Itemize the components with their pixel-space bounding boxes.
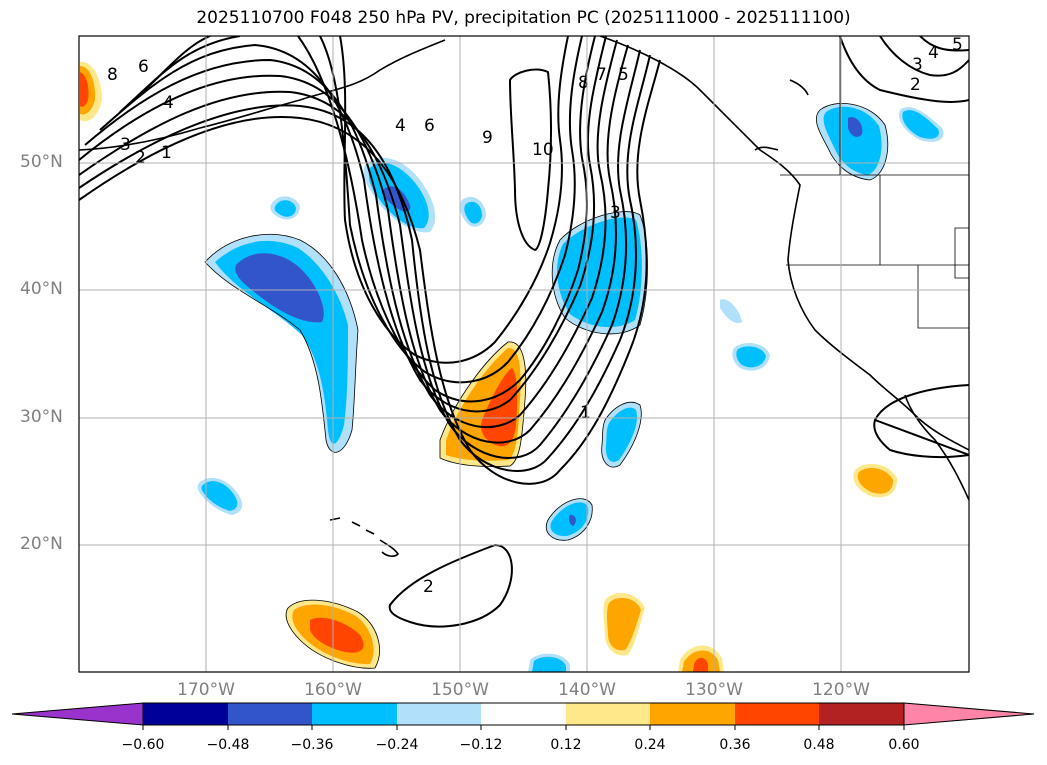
coastlines (79, 36, 969, 557)
contour-label: 10 (532, 140, 554, 160)
contour-label: 2 (423, 577, 434, 597)
contour-label: 4 (163, 93, 174, 113)
lat-label-40n: 40°N (20, 279, 63, 299)
contour-label: 8 (578, 73, 589, 93)
colorbar-tick-label: −0.48 (206, 737, 250, 753)
contour-label: 7 (596, 65, 607, 85)
colorbar-segment (819, 703, 904, 725)
lon-label-150w: 150°W (431, 680, 489, 700)
negative-precip-shading (197, 103, 944, 672)
contour-label: 4 (395, 116, 406, 136)
colorbar-tick-label: 0.12 (550, 737, 582, 753)
pv-contours (79, 36, 969, 628)
contour-label: 6 (138, 57, 149, 77)
contour-label: 8 (107, 65, 118, 85)
colorbar (11, 702, 1035, 730)
colorbar-tick-label: −0.12 (459, 737, 503, 753)
contour-label: 9 (482, 128, 493, 148)
colorbar-segment (397, 703, 481, 725)
colorbar-tick-label: 0.48 (803, 737, 835, 753)
colorbar-segment (143, 703, 228, 725)
colorbar-segment (312, 703, 397, 725)
lon-label-140w: 140°W (558, 680, 616, 700)
lat-label-50n: 50°N (20, 152, 63, 172)
contour-label: 6 (424, 116, 435, 136)
contour-label: 1 (580, 403, 591, 423)
borders (780, 36, 969, 329)
colorbar-tick-label: 0.60 (888, 737, 920, 753)
colorbar-segment (228, 703, 312, 725)
contour-label: 3 (912, 55, 923, 75)
map-area (79, 36, 969, 672)
contour-label: 5 (618, 65, 629, 85)
contour-label: 2 (135, 148, 146, 168)
colorbar-tick-label: −0.36 (290, 737, 334, 753)
lon-label-160w: 160°W (304, 680, 362, 700)
contour-label: 1 (161, 143, 172, 163)
colorbar-tick-label: 0.24 (634, 737, 666, 753)
map-title: 2025110700 F048 250 hPa PV, precipitatio… (196, 8, 851, 28)
lon-label-170w: 170°W (177, 680, 235, 700)
colorbar-segment (481, 703, 566, 725)
colorbar-extend-left (11, 702, 144, 726)
lon-label-130w: 130°W (685, 680, 743, 700)
colorbar-tick-label: −0.24 (375, 737, 419, 753)
colorbar-segment (650, 703, 735, 725)
colorbar-segment (566, 703, 650, 725)
colorbar-segment (735, 703, 819, 725)
contour-label: 3 (610, 203, 621, 223)
map-border (78, 35, 970, 673)
precip-outlines (204, 103, 889, 669)
graticule (79, 36, 969, 672)
contour-label: 5 (952, 35, 963, 55)
contour-label: 2 (910, 75, 921, 95)
colorbar-tick-label: −0.60 (121, 737, 165, 753)
lat-label-30n: 30°N (20, 407, 63, 427)
colorbar-tick-label: 0.36 (719, 737, 751, 753)
colorbar-extend-right (903, 702, 1035, 726)
contour-label: 4 (928, 43, 939, 63)
lon-label-120w: 120°W (812, 680, 870, 700)
lat-label-20n: 20°N (20, 534, 63, 554)
